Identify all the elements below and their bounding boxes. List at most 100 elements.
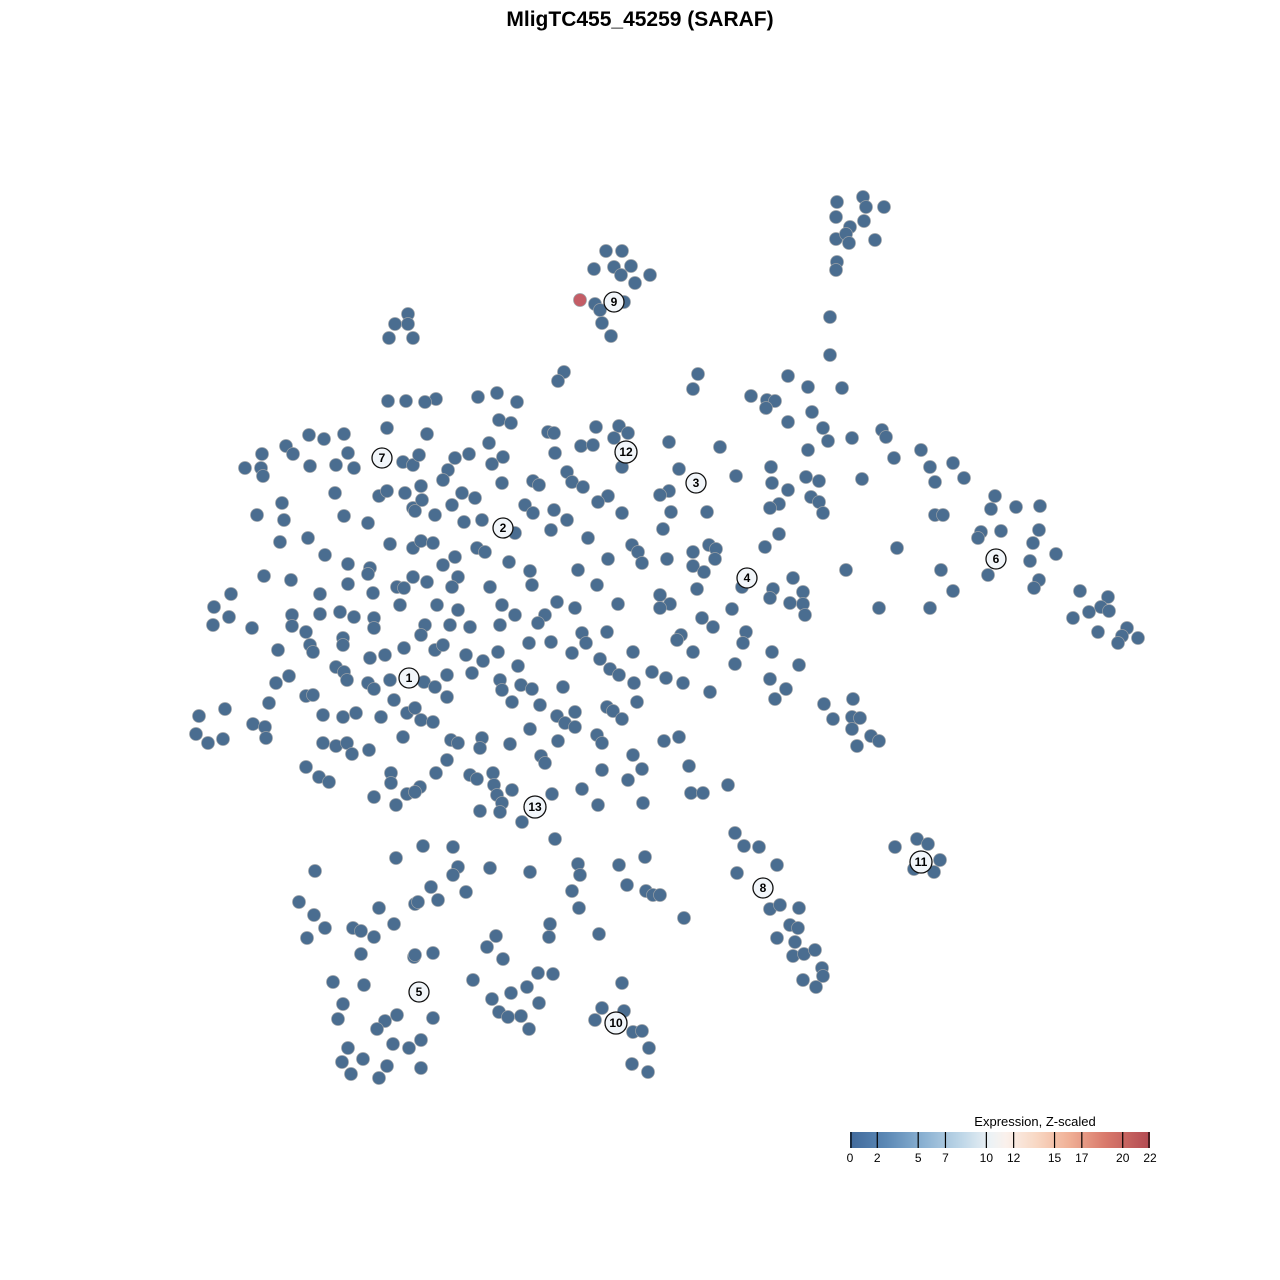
cluster-label-circle: [614, 440, 638, 464]
data-point-cells-low-expression: [284, 573, 298, 587]
data-point-cells-low-expression: [486, 766, 500, 780]
legend-tick-label: 17: [1075, 1151, 1089, 1165]
data-point-cells-low-expression: [489, 929, 503, 943]
data-point-cells-low-expression: [713, 440, 727, 454]
data-point-cells-low-expression: [571, 563, 585, 577]
data-point-cells-low-expression: [396, 730, 410, 744]
data-point-cells-low-expression: [389, 798, 403, 812]
data-point-cells-low-expression: [593, 652, 607, 666]
data-point-cells-low-expression: [495, 598, 509, 612]
data-point-cells-low-expression: [277, 513, 291, 527]
cluster-label-circle: [909, 850, 933, 874]
data-point-cells-low-expression: [380, 484, 394, 498]
data-point-cells-low-expression: [773, 898, 787, 912]
data-point-cells-low-expression: [354, 947, 368, 961]
data-point-cells-low-expression: [443, 618, 457, 632]
data-point-cells-low-expression: [523, 865, 537, 879]
data-point-cells-low-expression: [551, 734, 565, 748]
data-point-cells-low-expression: [957, 471, 971, 485]
data-point-cell-high-expression: [573, 293, 587, 307]
data-point-cells-low-expression: [890, 541, 904, 555]
data-point-cells-low-expression: [301, 531, 315, 545]
data-point-cells-low-expression: [548, 832, 562, 846]
data-point-cells-low-expression: [835, 381, 849, 395]
data-point-cells-low-expression: [326, 975, 340, 989]
data-point-cells-low-expression: [573, 868, 587, 882]
data-point-cells-low-expression: [367, 790, 381, 804]
data-point-cells-low-expression: [256, 469, 270, 483]
data-point-cells-low-expression: [728, 657, 742, 671]
data-point-cells-low-expression: [505, 695, 519, 709]
data-point-cells-low-expression: [772, 527, 786, 541]
data-point-cells-low-expression: [522, 636, 536, 650]
data-point-cells-low-expression: [595, 1001, 609, 1015]
data-point-cells-low-expression: [532, 996, 546, 1010]
data-point-cells-low-expression: [420, 575, 434, 589]
data-point-cells-low-expression: [808, 943, 822, 957]
data-point-cells-low-expression: [341, 1041, 355, 1055]
data-point-cells-low-expression: [416, 839, 430, 853]
data-point-cells-low-expression: [246, 717, 260, 731]
data-point-cells-low-expression: [591, 495, 605, 509]
data-point-cells-low-expression: [538, 756, 552, 770]
legend-title: Expression, Z-scaled: [974, 1114, 1095, 1129]
data-point-cells-low-expression: [420, 427, 434, 441]
data-point-cells-low-expression: [706, 620, 720, 634]
data-point-cells-low-expression: [696, 786, 710, 800]
data-point-cells-low-expression: [1023, 554, 1037, 568]
data-point-cells-low-expression: [336, 710, 350, 724]
data-point-cells-low-expression: [471, 390, 485, 404]
data-point-cells-low-expression: [796, 585, 810, 599]
data-point-cells-low-expression: [829, 263, 843, 277]
data-point-cells-low-expression: [201, 736, 215, 750]
data-point-cells-low-expression: [823, 310, 837, 324]
data-point-cells-low-expression: [414, 713, 428, 727]
data-point-cells-low-expression: [606, 704, 620, 718]
data-point-cells-low-expression: [686, 559, 700, 573]
data-point-cells-low-expression: [335, 1055, 349, 1069]
data-point-cells-low-expression: [765, 476, 779, 490]
data-point-cells-low-expression: [426, 946, 440, 960]
data-point-cells-low-expression: [1131, 631, 1145, 645]
data-point-cells-low-expression: [859, 200, 873, 214]
data-point-cells-low-expression: [816, 421, 830, 435]
data-point-cells-low-expression: [586, 438, 600, 452]
data-point-cells-low-expression: [525, 682, 539, 696]
data-point-cells-low-expression: [366, 586, 380, 600]
data-point-cells-low-expression: [779, 682, 793, 696]
data-point-cells-low-expression: [576, 480, 590, 494]
data-point-cells-low-expression: [672, 730, 686, 744]
data-point-cells-low-expression: [599, 244, 613, 258]
data-point-cells-low-expression: [817, 697, 831, 711]
data-point-cells-low-expression: [544, 635, 558, 649]
data-point-cells-low-expression: [728, 826, 742, 840]
data-point-cells-low-expression: [292, 895, 306, 909]
data-point-cells-low-expression: [781, 483, 795, 497]
data-point-cells-low-expression: [473, 741, 487, 755]
cluster-label-circle: [408, 981, 430, 1003]
data-point-cells-low-expression: [830, 195, 844, 209]
data-point-cells-low-expression: [1102, 604, 1116, 618]
data-point-cells-low-expression: [318, 921, 332, 935]
data-point-cells-low-expression: [763, 501, 777, 515]
data-point-cells-low-expression: [923, 601, 937, 615]
data-point-cells-low-expression: [408, 504, 422, 518]
data-point-cells-low-expression: [845, 722, 859, 736]
data-point-cells-low-expression: [337, 427, 351, 441]
data-point-cells-low-expression: [445, 580, 459, 594]
data-point-cells-low-expression: [402, 1041, 416, 1055]
data-point-cells-low-expression: [313, 607, 327, 621]
data-point-cells-low-expression: [457, 515, 471, 529]
cluster-label-number: 9: [611, 295, 618, 309]
data-point-cells-low-expression: [308, 864, 322, 878]
data-point-cells-low-expression: [490, 386, 504, 400]
cluster-label-3: 3: [685, 472, 707, 494]
legend-tick-label: 5: [915, 1151, 922, 1165]
data-point-cells-low-expression: [624, 259, 638, 273]
cluster-label-number: 12: [619, 445, 633, 459]
data-point-cells-low-expression: [347, 610, 361, 624]
data-point-cells-low-expression: [341, 577, 355, 591]
data-point-cells-low-expression: [1026, 536, 1040, 550]
data-point-cells-low-expression: [448, 550, 462, 564]
data-point-cells-low-expression: [590, 578, 604, 592]
